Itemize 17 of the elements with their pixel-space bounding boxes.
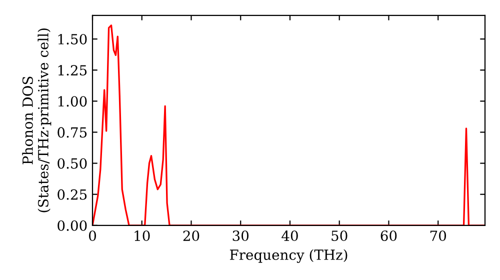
x-tick-label: 40 (282, 230, 298, 242)
x-tick-label: 60 (380, 230, 397, 242)
y-tick-label: 1.25 (58, 65, 87, 76)
y-tick-label: 1.50 (58, 34, 87, 44)
y-tick-label: 0.25 (58, 189, 87, 200)
x-tick-label: 50 (332, 230, 348, 242)
x-axis-title: Frequency (THz) (230, 249, 348, 263)
x-tick-label: 30 (232, 230, 249, 242)
y-tick-label: 1.00 (58, 96, 87, 107)
y-tick-label: 0.50 (58, 158, 87, 169)
x-tick-label: 10 (134, 230, 150, 242)
y-tick-label: 0.00 (58, 220, 87, 231)
y-tick-label: 0.75 (58, 127, 87, 138)
y-axis-title: Phonon DOS (States/THz·primitive cell) (22, 28, 52, 212)
x-tick-label: 20 (183, 230, 200, 242)
x-tick-label: 0 (88, 230, 96, 242)
x-tick-label: 70 (430, 230, 446, 242)
